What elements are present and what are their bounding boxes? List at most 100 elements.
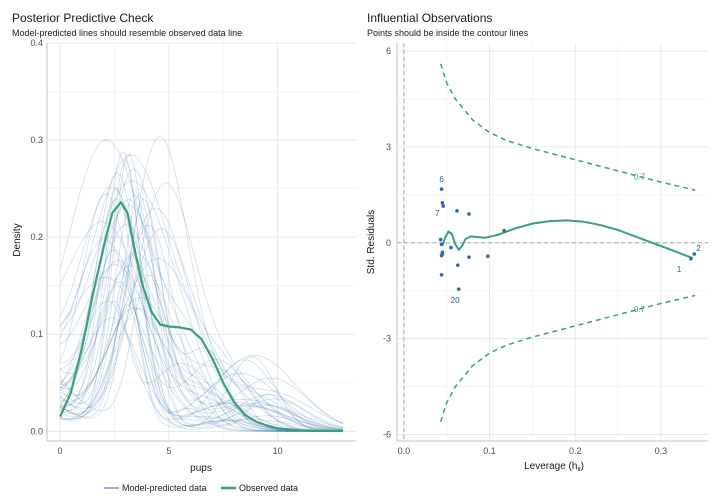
predicted-density-line [59, 281, 343, 432]
observation-point [439, 187, 444, 191]
predicted-density-line [59, 152, 343, 430]
right-x-tick-label: 0.3 [655, 446, 668, 456]
left-y-tick-label: 0.3 [30, 135, 43, 145]
observation-point [689, 256, 693, 261]
predicted-density-line [59, 186, 343, 431]
right-reference-lines [397, 43, 708, 441]
left-predicted-lines [59, 135, 344, 432]
predicted-density-line [59, 304, 343, 431]
observation-point [456, 263, 460, 267]
predicted-density-line [59, 193, 343, 430]
right-y-tick-label: 6 [386, 46, 391, 56]
predicted-density-line [59, 198, 343, 432]
predicted-density-line [59, 139, 343, 432]
left-chart-title: Posterior Predictive Check [12, 11, 154, 25]
observation-point [439, 242, 444, 247]
predicted-density-line [59, 317, 343, 432]
predicted-density-line [59, 249, 343, 431]
observation-point [438, 237, 443, 242]
predicted-density-line [59, 264, 344, 424]
predicted-density-line [59, 186, 343, 431]
predicted-density-line [59, 198, 343, 432]
left-chart-subtitle: Model-predicted lines should resemble ob… [12, 28, 242, 38]
predicted-density-line [59, 152, 343, 432]
right-y-tick-label: 0 [386, 238, 391, 248]
observation-point [440, 201, 445, 205]
observation-point [441, 204, 446, 208]
observation-point [439, 272, 444, 277]
predicted-density-line [59, 224, 343, 432]
right-x-tick-label: 0.2 [569, 446, 582, 456]
observation-point [439, 253, 444, 258]
left-x-tick-label: 5 [166, 446, 171, 456]
legend-label-predicted: Model-predicted data [122, 483, 207, 493]
observation-point [502, 228, 506, 233]
predicted-density-line [59, 300, 343, 432]
observation-label: 2 [696, 244, 701, 253]
predicted-density-line [59, 274, 344, 424]
observation-label: 7 [435, 209, 440, 218]
legend: Model-predicted data Observed data [104, 483, 298, 493]
predicted-density-line [59, 207, 343, 432]
predicted-density-line [59, 297, 343, 432]
right-contours: 0.7 0.7 [439, 63, 696, 423]
predicted-density-line [59, 228, 343, 432]
predicted-density-line [59, 237, 343, 432]
contour-label: 0.7 [634, 305, 646, 314]
observation-label: 1 [677, 265, 682, 274]
cooks-contour-line [439, 63, 696, 191]
right-points: 6 7 20 1 2 [435, 175, 701, 305]
observation-point [467, 212, 471, 216]
observation-label: 6 [439, 175, 444, 184]
left-x-tick-label: 0 [58, 446, 63, 456]
right-x-axis-label: Leverage (hii) [524, 461, 584, 473]
observation-point [455, 209, 459, 213]
left-y-tick-label: 0.2 [30, 232, 43, 242]
left-y-tick-label: 0.4 [30, 38, 43, 48]
left-x-tick-label: 10 [273, 446, 283, 456]
predicted-density-line [59, 276, 343, 431]
left-axes: 0 5 10 0.0 0.1 0.2 0.3 0.4 [30, 38, 356, 456]
predicted-density-line [60, 307, 343, 429]
observed-density-line [59, 201, 343, 433]
observation-label: 20 [451, 296, 460, 305]
predicted-density-line [59, 180, 343, 432]
predicted-density-line [59, 258, 344, 424]
legend-label-observed: Observed data [239, 483, 298, 493]
left-y-tick-label: 0.0 [30, 426, 43, 436]
cooks-contour-line [439, 294, 696, 423]
left-y-tick-label: 0.1 [30, 329, 43, 339]
left-x-axis-label: pups [190, 463, 212, 474]
predicted-density-line [59, 135, 343, 430]
right-chart-subtitle: Points should be inside the contour line… [367, 28, 529, 38]
predicted-density-line [59, 264, 344, 429]
predicted-density-line [59, 251, 343, 432]
right-y-axis-label: Std. Residuals [366, 210, 377, 274]
right-x-tick-label: 0.1 [483, 446, 496, 456]
predicted-density-line [59, 197, 343, 432]
left-grid [47, 42, 356, 441]
predicted-density-line [59, 204, 343, 432]
observation-point [467, 255, 471, 259]
contour-label: 0.7 [634, 172, 646, 181]
predicted-density-line [59, 193, 344, 429]
right-y-tick-label: 3 [386, 142, 391, 152]
right-y-tick-label: -3 [383, 334, 391, 344]
left-observed-line [59, 201, 343, 433]
observation-point [692, 252, 697, 256]
observation-point [456, 287, 461, 291]
right-chart-title: Influential Observations [367, 11, 492, 25]
observation-point [449, 245, 453, 250]
right-fit-line [441, 219, 693, 260]
predicted-density-line [59, 221, 343, 432]
loess-fit-line [441, 219, 693, 260]
right-axes: 0.0 0.1 0.2 0.3 -6 -3 0 3 6 [383, 43, 708, 456]
observation-point [486, 254, 490, 259]
right-x-tick-label: 0.0 [398, 446, 411, 456]
predicted-density-line [60, 171, 343, 432]
right-y-tick-label: -6 [383, 430, 391, 440]
predicted-density-line [60, 224, 343, 432]
predicted-density-line [59, 154, 343, 432]
predicted-density-line [59, 182, 343, 432]
